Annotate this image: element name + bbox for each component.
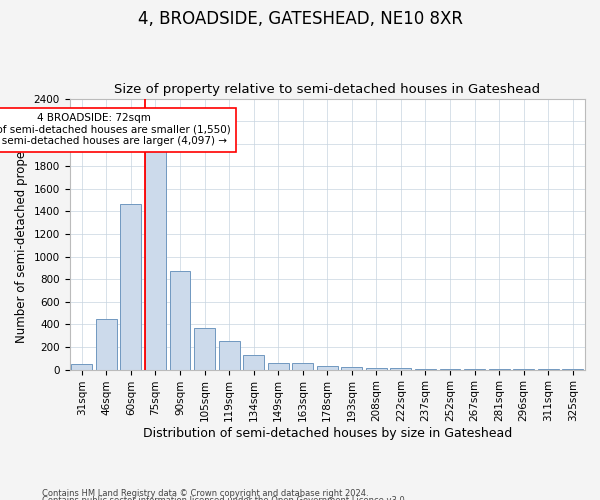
X-axis label: Distribution of semi-detached houses by size in Gateshead: Distribution of semi-detached houses by … bbox=[143, 427, 512, 440]
Bar bbox=[243, 355, 264, 370]
Bar bbox=[292, 364, 313, 370]
Title: Size of property relative to semi-detached houses in Gateshead: Size of property relative to semi-detach… bbox=[114, 83, 541, 96]
Bar bbox=[121, 204, 142, 370]
Bar bbox=[440, 369, 460, 370]
Bar bbox=[71, 364, 92, 370]
Y-axis label: Number of semi-detached properties: Number of semi-detached properties bbox=[15, 125, 28, 344]
Bar bbox=[170, 272, 190, 370]
Bar bbox=[341, 367, 362, 370]
Bar bbox=[366, 368, 387, 370]
Text: Contains HM Land Registry data © Crown copyright and database right 2024.: Contains HM Land Registry data © Crown c… bbox=[42, 488, 368, 498]
Bar bbox=[391, 368, 412, 370]
Bar bbox=[415, 369, 436, 370]
Bar bbox=[96, 319, 117, 370]
Text: 4 BROADSIDE: 72sqm
← 27% of semi-detached houses are smaller (1,550)
72% of semi: 4 BROADSIDE: 72sqm ← 27% of semi-detache… bbox=[0, 113, 230, 146]
Bar bbox=[317, 366, 338, 370]
Bar bbox=[218, 341, 239, 370]
Text: Contains public sector information licensed under the Open Government Licence v3: Contains public sector information licen… bbox=[42, 496, 407, 500]
Bar bbox=[194, 328, 215, 370]
Bar bbox=[268, 364, 289, 370]
Text: 4, BROADSIDE, GATESHEAD, NE10 8XR: 4, BROADSIDE, GATESHEAD, NE10 8XR bbox=[137, 10, 463, 28]
Bar bbox=[145, 140, 166, 370]
